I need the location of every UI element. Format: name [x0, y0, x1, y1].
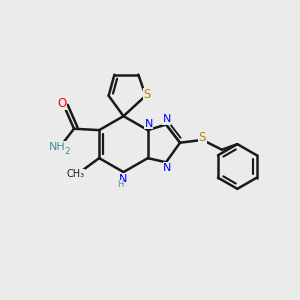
Text: 2: 2	[64, 147, 70, 156]
Text: N: N	[162, 114, 171, 124]
Text: N: N	[163, 163, 172, 172]
Text: NH: NH	[49, 142, 66, 152]
Text: O: O	[57, 97, 67, 110]
Text: S: S	[143, 88, 151, 101]
Text: H: H	[117, 180, 124, 189]
Text: N: N	[119, 174, 128, 184]
Text: N: N	[145, 118, 153, 129]
Text: CH₃: CH₃	[66, 169, 84, 179]
Text: S: S	[199, 131, 206, 144]
